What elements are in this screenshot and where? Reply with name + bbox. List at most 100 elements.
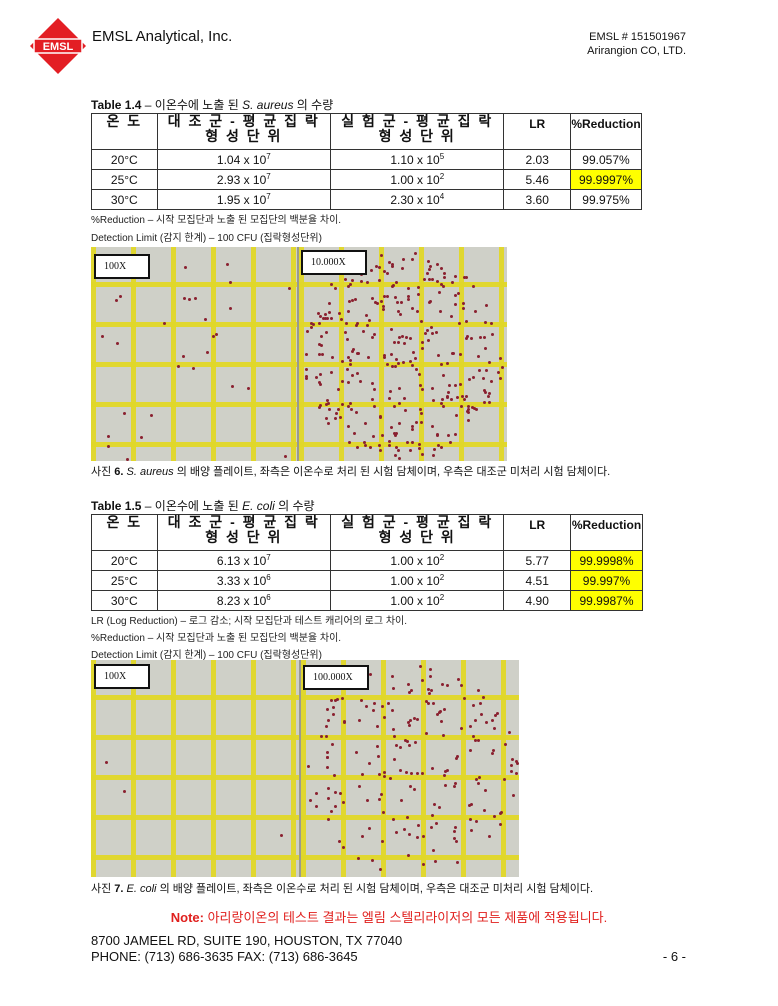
column-header: 실 험 군 - 평 균 집 락 형 성 단 위 xyxy=(330,113,505,150)
colony-dot xyxy=(324,316,328,320)
colony-dot xyxy=(420,679,424,683)
colony-dot xyxy=(182,296,186,300)
colony-dot xyxy=(410,427,414,431)
colony-dot xyxy=(482,377,486,381)
colony-dot xyxy=(332,705,336,709)
colony-dot xyxy=(482,809,486,813)
colony-dot xyxy=(329,371,333,375)
colony-dot xyxy=(482,401,486,405)
table-1-4-title: Table 1.4 – 이온수에 노출 된 S. aureus 의 수량 xyxy=(91,98,334,112)
colony-dot xyxy=(317,381,321,385)
colony-dot xyxy=(406,682,410,686)
colony-dot xyxy=(341,845,345,849)
colony-dot xyxy=(317,405,321,409)
colony-dot xyxy=(350,408,354,412)
colony-dot xyxy=(439,445,443,449)
colony-dot xyxy=(279,833,283,837)
colony-dot xyxy=(468,803,472,807)
colony-dot xyxy=(393,433,397,437)
colony-dot xyxy=(452,829,456,833)
colony-dot xyxy=(427,277,431,281)
colony-dot xyxy=(433,803,437,807)
colony-dot xyxy=(498,357,502,361)
colony-dot xyxy=(365,704,369,708)
colony-dot xyxy=(453,293,457,297)
colony-dot xyxy=(340,402,344,406)
colony-dot xyxy=(353,297,357,301)
colony-dot xyxy=(488,835,492,839)
colony-dot xyxy=(436,279,440,283)
colony-dot xyxy=(351,348,355,352)
colony-dot xyxy=(420,341,424,345)
table-row: 30°C 8.23 x 106 1.00 x 102 4.90 99.9987% xyxy=(91,590,644,611)
colony-dot xyxy=(382,715,386,719)
colony-dot xyxy=(357,856,361,860)
colony-dot xyxy=(373,701,377,705)
colony-dot xyxy=(488,360,492,364)
colony-dot xyxy=(337,408,341,412)
colony-dot xyxy=(377,278,381,282)
colony-dot xyxy=(379,300,383,304)
colony-dot xyxy=(439,363,443,367)
colony-dot xyxy=(193,297,197,301)
colony-dot xyxy=(457,291,461,295)
colony-dot xyxy=(427,692,431,696)
colony-dot xyxy=(395,744,399,748)
colony-dot xyxy=(100,335,104,339)
colony-dot xyxy=(388,396,392,400)
colony-dot xyxy=(328,310,332,314)
colony-dot xyxy=(368,826,372,830)
colony-dot xyxy=(420,388,424,392)
colony-dot xyxy=(346,424,350,428)
colony-dot xyxy=(333,791,337,795)
colony-dot xyxy=(431,454,435,458)
colony-dot xyxy=(305,367,309,371)
colony-dot xyxy=(484,346,488,350)
colony-dot xyxy=(347,299,351,303)
colony-dot xyxy=(434,330,438,334)
colony-dot xyxy=(474,819,478,823)
colony-dot xyxy=(453,275,457,279)
treated-plate-image xyxy=(91,247,297,461)
colony-dot xyxy=(326,751,330,755)
colony-dot xyxy=(487,401,491,405)
colony-dot xyxy=(372,709,376,713)
colony-dot xyxy=(390,263,394,267)
colony-dot xyxy=(411,258,415,262)
colony-dot xyxy=(398,422,402,426)
colony-dot xyxy=(339,791,343,795)
colony-dot xyxy=(477,355,481,359)
colony-dot xyxy=(417,442,421,446)
colony-dot xyxy=(323,313,327,317)
colony-dot xyxy=(388,390,392,394)
svg-text:EMSL: EMSL xyxy=(43,41,74,53)
colony-dot xyxy=(396,341,400,345)
colony-dot xyxy=(341,379,345,383)
colony-dot xyxy=(407,721,411,725)
colony-dot xyxy=(439,267,443,271)
temperature-cell: 25°C xyxy=(91,570,158,591)
page-number: - 6 - xyxy=(662,949,686,964)
colony-dot xyxy=(140,436,144,440)
colony-dot xyxy=(337,312,341,316)
colony-dot xyxy=(327,817,331,821)
colony-dot xyxy=(327,302,331,306)
colony-dot xyxy=(403,739,407,743)
colony-dot xyxy=(349,363,353,367)
table-1-5-note-detection: Detection Limit (감지 한계) – 100 CFU (집락형성단… xyxy=(91,650,322,661)
colony-dot xyxy=(445,395,449,399)
colony-dot xyxy=(419,319,423,323)
colony-dot xyxy=(373,405,377,409)
colony-dot xyxy=(365,798,369,802)
colony-dot xyxy=(463,697,467,701)
colony-dot xyxy=(418,407,422,411)
colony-dot xyxy=(284,454,288,458)
colony-dot xyxy=(472,406,476,410)
colony-dot xyxy=(383,294,387,298)
client-name: Arirangion CO, LTD. xyxy=(587,45,686,57)
colony-dot xyxy=(390,265,394,269)
colony-dot xyxy=(468,817,472,821)
table-row: 25°C 3.33 x 106 1.00 x 102 4.51 99.997% xyxy=(91,570,644,591)
colony-dot xyxy=(476,688,480,692)
colony-dot xyxy=(390,353,394,357)
